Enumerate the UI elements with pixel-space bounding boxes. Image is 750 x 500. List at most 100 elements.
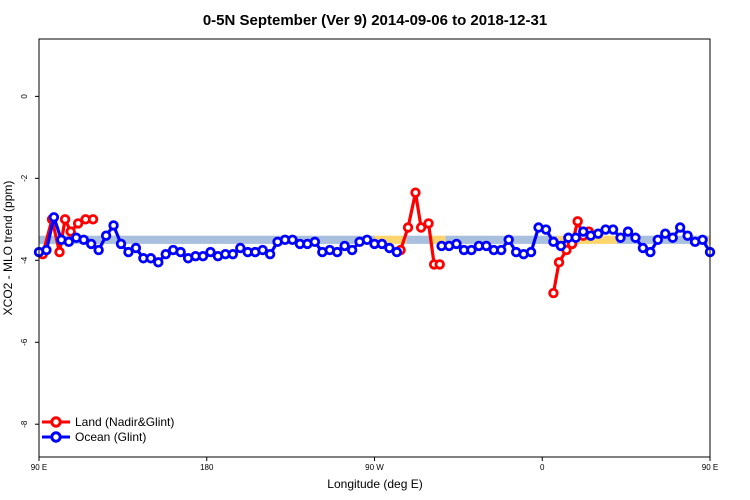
- series-1-point-0-2: [48, 212, 60, 223]
- series-1-point-0-37: [309, 236, 321, 248]
- band-3: [430, 235, 446, 244]
- series-1-point-1-6: [481, 240, 492, 252]
- y-axis-label: XCO2 - MLO trend (ppm): [1, 181, 15, 316]
- series-1-point-0-16: [153, 257, 164, 268]
- series-1-point-1-2: [451, 238, 462, 250]
- y-axis: 0 -2 -4 -6 -8: [20, 94, 39, 428]
- y-tick-label-3: -6: [20, 338, 29, 346]
- series-1-point-1-8: [496, 244, 507, 256]
- series-0-point-1-6: [434, 259, 445, 270]
- series-1: [33, 212, 716, 268]
- series-1-point-0-40: [332, 246, 343, 258]
- series-1-point-0-23: [205, 246, 216, 258]
- x-axis-label: Longitude (deg E): [327, 477, 422, 491]
- y-tick-label-1: -2: [20, 174, 29, 182]
- legend-marker-land: [50, 416, 62, 428]
- series-1-point-0-26: [227, 248, 239, 260]
- series-0-point-0-5: [72, 218, 84, 229]
- series-1-point-1-12: [525, 246, 537, 258]
- band-5: [557, 235, 617, 244]
- series-1-point-1-32: [674, 222, 686, 233]
- series-1-point-0-46: [376, 238, 388, 250]
- series-1-point-0-30: [257, 244, 268, 256]
- series-1-point-1-14: [540, 224, 552, 235]
- legend-marker-ocean: [50, 431, 62, 443]
- series-1-point-0-27: [235, 242, 246, 254]
- legend-item-land: Land (Nadir&Glint): [42, 415, 174, 429]
- series-1-point-0-19: [175, 246, 186, 258]
- series-1-point-0-44: [361, 234, 373, 246]
- y-tick-label-4: -8: [20, 420, 29, 428]
- series-0-point-1-3: [415, 222, 427, 233]
- series-1-point-1-29: [652, 234, 664, 246]
- y-tick-label-0: 0: [20, 94, 29, 99]
- legend-label-land: Land (Nadir&Glint): [75, 415, 174, 429]
- series-1-point-0-22: [197, 250, 209, 262]
- series-1-point-1-24: [615, 232, 626, 243]
- series-1-point-1-9: [503, 234, 514, 246]
- series-1-point-0-42: [346, 244, 358, 256]
- series-0-point-0-7: [87, 214, 99, 225]
- chart-title: 0-5N September (Ver 9) 2014-09-06 to 201…: [203, 12, 547, 29]
- series-1-point-0-11: [115, 238, 127, 250]
- y-tick-label-2: -4: [20, 256, 29, 264]
- series-1-point-1-16: [555, 240, 567, 252]
- series-1-point-0-31: [264, 248, 276, 260]
- legend-label-ocean: Ocean (Glint): [75, 430, 146, 444]
- band-2: [406, 235, 431, 244]
- series-1-point-0-8: [93, 244, 104, 256]
- band-7: [708, 235, 710, 244]
- series-0-point-0-3: [59, 214, 71, 225]
- series-0-point-2-0: [548, 287, 559, 299]
- series-1-point-1-21: [592, 228, 604, 239]
- series-0-point-1-2: [410, 187, 421, 198]
- series-1-point-0-4: [63, 236, 75, 248]
- series-1-point-0-34: [287, 234, 298, 246]
- series-1-point-0-13: [130, 242, 142, 254]
- series-1-point-1-23: [607, 224, 619, 235]
- band-4: [445, 235, 558, 244]
- series-1-point-0-47: [384, 242, 395, 254]
- series-1-point-1-30: [660, 228, 671, 239]
- series-0-point-0-4: [65, 226, 76, 237]
- series-0-point-0-2: [54, 246, 65, 258]
- series-1-point-1-28: [645, 246, 656, 258]
- x-tick-label-4: 90 E: [702, 463, 718, 472]
- x-axis: 90 E 180 90 W 0 90 E: [31, 457, 718, 472]
- series-1-point-0-17: [160, 248, 171, 260]
- band-0: [39, 235, 375, 244]
- legend: Land (Nadir&Glint) Ocean (Glint): [42, 415, 174, 444]
- series-0-point-2-1: [553, 257, 565, 268]
- series-1-point-1-35: [697, 234, 708, 246]
- series-1-point-1-4: [466, 244, 477, 256]
- series-1-point-0-48: [391, 246, 403, 258]
- band-1: [374, 235, 407, 244]
- series-0-point-1-4: [423, 218, 434, 229]
- series-1-point-1-27: [637, 242, 649, 254]
- series-1-point-0-1: [41, 244, 52, 256]
- series-1-point-1-25: [622, 226, 634, 237]
- series-1-point-1-18: [570, 232, 581, 243]
- series-1-point-1-33: [682, 230, 693, 241]
- x-tick-label-1: 180: [200, 463, 214, 472]
- series-1-point-1-26: [630, 232, 641, 243]
- reference-bands: [39, 235, 710, 244]
- series-1-point-0-6: [78, 234, 89, 246]
- series-1-point-1-31: [667, 232, 678, 243]
- x-tick-label-2: 90 W: [365, 463, 384, 472]
- x-tick-label-3: 0: [540, 463, 545, 472]
- series-1-point-0-15: [145, 253, 157, 264]
- legend-item-ocean: Ocean (Glint): [42, 430, 146, 444]
- series-1-point-1-15: [548, 236, 559, 248]
- x-tick-label-0: 90 E: [31, 463, 47, 472]
- band-6: [616, 235, 710, 244]
- series-1-point-0-7: [85, 238, 97, 250]
- series-1-point-1-19: [578, 226, 589, 237]
- series-1-point-0-10: [108, 220, 119, 231]
- series-1-point-0-12: [123, 246, 134, 258]
- series-0-point-2-4: [572, 216, 583, 227]
- series-layer: [33, 187, 716, 299]
- series-1-point-0-9: [100, 230, 112, 241]
- series-1-point-0-41: [339, 240, 350, 252]
